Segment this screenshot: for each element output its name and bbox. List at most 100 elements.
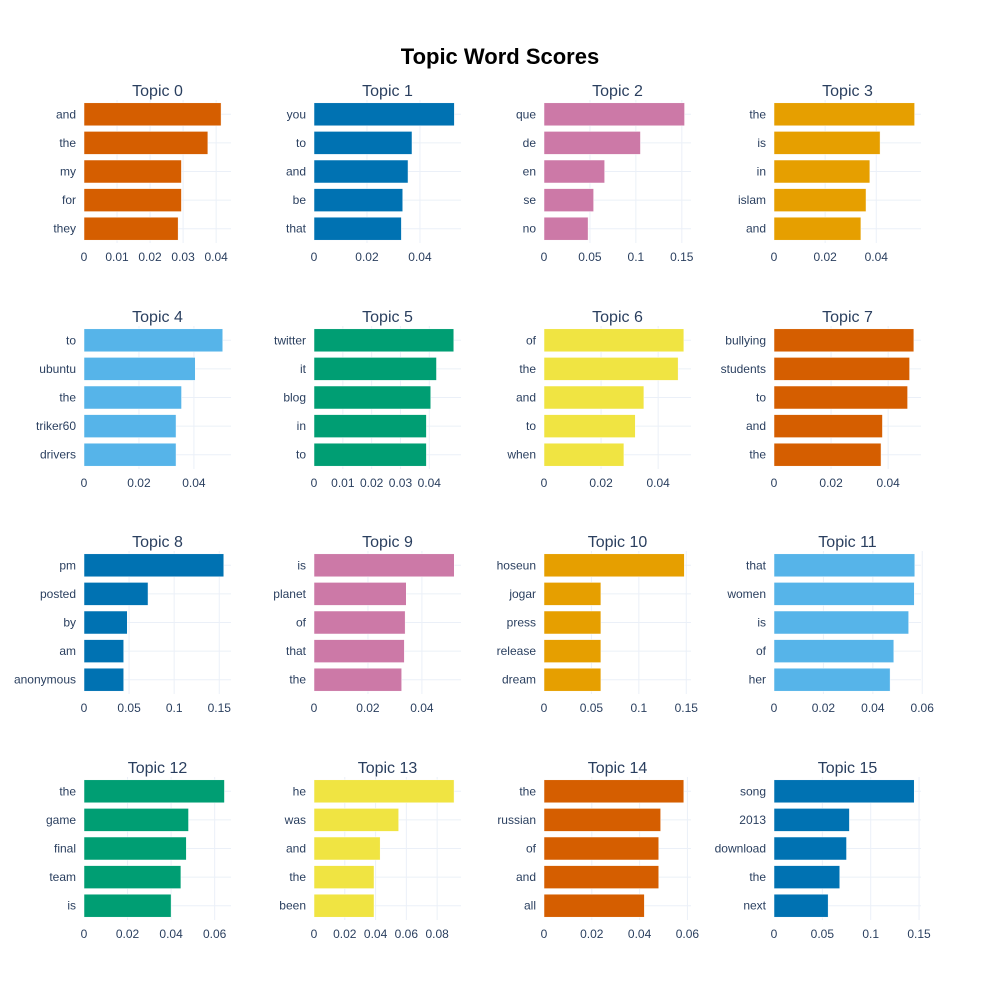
x-tick-label: 0.01 <box>331 476 355 490</box>
category-label: it <box>300 362 307 376</box>
x-tick-label: 0.02 <box>138 250 162 264</box>
x-tick-label: 0.04 <box>628 927 652 941</box>
category-label: they <box>53 222 76 236</box>
bar <box>543 188 594 212</box>
x-tick-label: 0.02 <box>580 927 604 941</box>
category-label: release <box>497 644 537 658</box>
x-tick-label: 0.04 <box>159 927 183 941</box>
x-tick-label: 0 <box>311 476 318 490</box>
x-tick-label: 0.03 <box>389 476 413 490</box>
bar <box>543 328 685 353</box>
x-tick-label: 0 <box>81 250 88 264</box>
category-label: is <box>297 558 306 572</box>
bar <box>543 808 661 832</box>
category-label: and <box>286 165 306 179</box>
topic-subplot: Topic 13 he was and the been 0 0.02 0.04 0.06 0.08 <box>279 760 461 941</box>
category-label: game <box>46 813 76 827</box>
bar <box>543 667 602 692</box>
bar <box>313 102 455 127</box>
bar <box>543 582 602 606</box>
bar <box>773 102 915 127</box>
category-label: the <box>519 362 536 376</box>
category-label: jogar <box>508 587 536 601</box>
category-label: russian <box>497 813 536 827</box>
category-label: islam <box>738 193 766 207</box>
category-label: the <box>289 673 306 687</box>
category-label: women <box>726 587 766 601</box>
subplot-title: Topic 8 <box>132 534 183 551</box>
category-label: the <box>519 784 536 798</box>
bar <box>313 159 409 184</box>
subplot-title: Topic 14 <box>588 760 648 777</box>
bar <box>83 893 172 918</box>
bar <box>773 414 883 438</box>
topic-subplot: Topic 4 to ubuntu the triker60 drivers 0 0.02 0.… <box>36 309 231 490</box>
category-label: and <box>286 842 306 856</box>
x-tick-label: 0.02 <box>812 701 836 715</box>
category-label: by <box>63 616 76 630</box>
bar <box>83 328 224 353</box>
category-label: to <box>756 391 766 405</box>
bar <box>83 385 182 410</box>
subplot-title: Topic 13 <box>358 760 418 777</box>
bar <box>313 188 403 212</box>
bar <box>83 159 182 184</box>
bar <box>83 639 124 663</box>
x-tick-label: 0 <box>311 701 318 715</box>
x-tick-label: 0.06 <box>395 927 419 941</box>
category-label: of <box>526 842 537 856</box>
bar <box>313 610 406 635</box>
bar <box>83 414 177 438</box>
x-tick-label: 0 <box>771 476 778 490</box>
x-tick-label: 0.06 <box>203 927 227 941</box>
category-label: song <box>740 784 766 798</box>
category-label: the <box>59 391 76 405</box>
x-tick-label: 0.15 <box>670 250 694 264</box>
x-tick-label: 0.15 <box>907 927 931 941</box>
x-tick-label: 0 <box>771 701 778 715</box>
x-tick-label: 0.02 <box>356 701 380 715</box>
category-label: for <box>62 193 76 207</box>
category-label: and <box>746 222 766 236</box>
topic-subplot: Topic 6 of the and to when 0 0.02 0.04 <box>506 309 691 490</box>
x-tick-label: 0 <box>771 927 778 941</box>
bar <box>83 442 177 467</box>
bar <box>83 836 187 861</box>
topic-subplot: Topic 3 the is in islam and 0 0.02 0.04 <box>738 83 921 264</box>
subplot-title: Topic 5 <box>362 309 413 326</box>
subplot-title: Topic 12 <box>128 760 188 777</box>
category-label: my <box>60 165 76 179</box>
bar <box>313 639 405 663</box>
bar <box>773 808 850 832</box>
category-label: hoseun <box>497 558 536 572</box>
category-label: 2013 <box>739 813 766 827</box>
category-label: pm <box>59 558 76 572</box>
topic-subplot: Topic 8 pm posted by am anonymous 0 0.05 0.1 0.15 <box>14 534 231 715</box>
x-tick-label: 0 <box>311 927 318 941</box>
bar <box>313 131 413 155</box>
category-label: is <box>67 899 76 913</box>
bar <box>313 328 455 353</box>
x-tick-label: 0 <box>541 701 548 715</box>
subplot-title: Topic 6 <box>592 309 643 326</box>
category-label: the <box>749 870 766 884</box>
category-label: the <box>289 870 306 884</box>
x-tick-label: 0.02 <box>355 250 379 264</box>
category-label: the <box>59 136 76 150</box>
bar <box>313 553 455 578</box>
bar <box>773 216 862 241</box>
bar <box>773 582 915 606</box>
x-tick-label: 0.06 <box>911 701 935 715</box>
category-label: and <box>746 419 766 433</box>
bar <box>313 779 455 804</box>
category-label: you <box>287 107 306 121</box>
category-label: to <box>296 136 306 150</box>
topic-subplot: Topic 11 that women is of her 0 0.02 0.04 0.06 <box>726 534 934 715</box>
bar <box>313 357 437 381</box>
category-label: the <box>749 448 766 462</box>
category-label: when <box>506 448 536 462</box>
bar <box>543 865 659 889</box>
category-label: triker60 <box>36 419 76 433</box>
bar <box>543 357 679 381</box>
